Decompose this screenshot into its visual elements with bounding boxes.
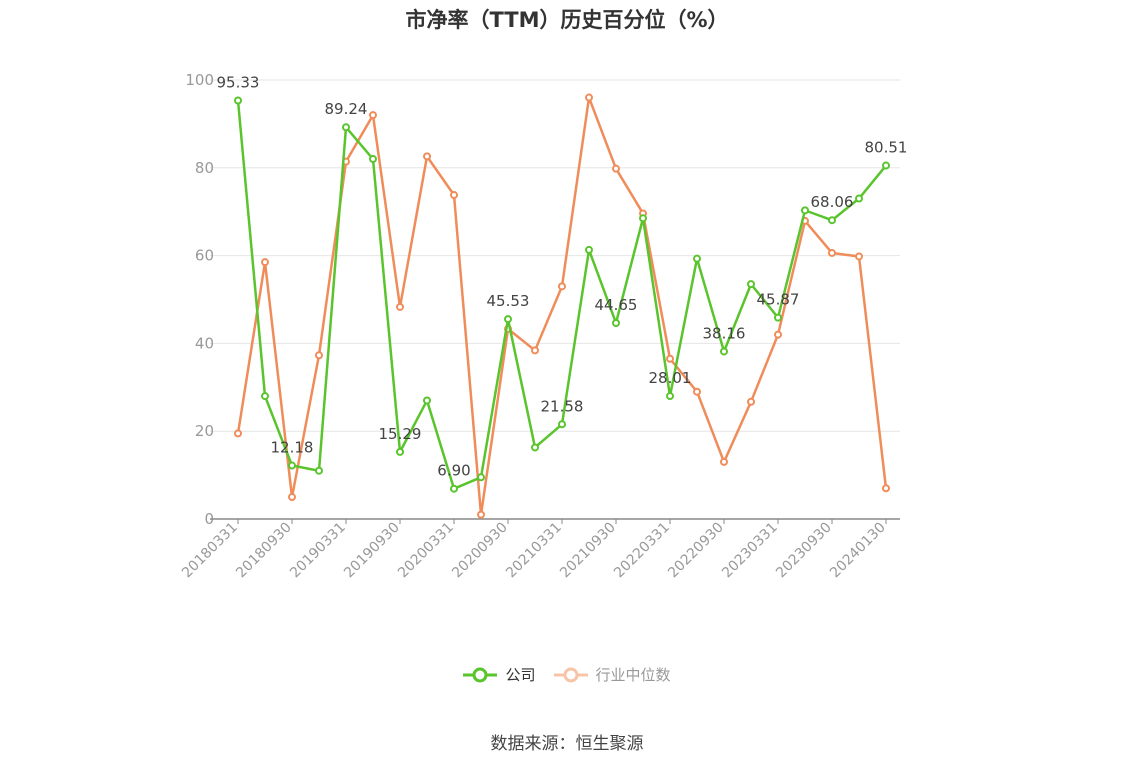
legend: 公司 行业中位数 (0, 664, 1134, 685)
legend-label-company: 公司 (505, 666, 536, 684)
x-tick-label: 20230930 (773, 520, 835, 582)
x-tick-label: 20230331 (719, 520, 781, 582)
legend-label-industry: 行业中位数 (595, 666, 671, 684)
x-tick-label: 20200930 (449, 520, 511, 582)
company-point (882, 161, 890, 170)
data-label: 68.06 (811, 193, 854, 211)
company-point (585, 245, 593, 254)
x-tick-label: 20180331 (179, 520, 241, 582)
company-point (828, 216, 836, 225)
company-point (504, 315, 512, 324)
industry-point (612, 164, 620, 173)
data-label: 12.18 (271, 439, 314, 457)
industry-point (531, 346, 539, 355)
company-point (234, 96, 242, 105)
company-point (450, 484, 458, 493)
y-tick-label: 0 (204, 510, 214, 528)
industry-point (693, 387, 701, 396)
data-label: 38.16 (703, 324, 746, 342)
industry-series (234, 93, 890, 519)
company-point (693, 254, 701, 263)
industry-point (774, 330, 782, 339)
axes: 0 20 40 60 80 100 2018033120180930201903312019… (179, 71, 900, 581)
industry-point (720, 457, 728, 466)
company-point (774, 313, 782, 322)
company-point (288, 461, 296, 470)
industry-point (747, 397, 755, 406)
company-point (423, 396, 431, 405)
x-tick-label: 20190331 (287, 520, 349, 582)
legend-item-company[interactable]: 公司 (463, 664, 536, 685)
grid-lines (210, 79, 900, 432)
y-tick-label: 20 (195, 422, 214, 440)
chart-title: 市净率（TTM）历史百分位（%） (405, 8, 729, 32)
company-point (261, 392, 269, 401)
data-label: 28.01 (649, 369, 692, 387)
x-tick-label: 20220331 (611, 520, 673, 582)
company-point (801, 206, 809, 215)
company-point (396, 447, 404, 456)
industry-point (882, 484, 890, 493)
industry-point (855, 252, 863, 261)
data-label: 6.90 (437, 462, 470, 480)
y-tick-label: 80 (195, 159, 214, 177)
company-point (477, 473, 485, 482)
company-point (342, 123, 350, 132)
data-label: 44.65 (595, 296, 638, 314)
x-tick-label: 20210930 (557, 520, 619, 582)
industry-point (450, 191, 458, 200)
company-point (639, 214, 647, 223)
industry-point (666, 354, 674, 363)
y-tick-label: 40 (195, 334, 214, 352)
company-point (531, 443, 539, 452)
line-chart: 0 20 40 60 80 100 2018033120180930201903312019… (179, 71, 908, 581)
company-legend-icon (463, 667, 498, 682)
company-series (234, 96, 890, 493)
source-note: 数据来源：恒生聚源 (490, 734, 644, 754)
industry-point (396, 302, 404, 311)
data-label: 21.58 (541, 397, 584, 415)
company-point (666, 392, 674, 401)
data-label: 45.53 (487, 292, 530, 310)
x-tick-label: 20190930 (341, 520, 403, 582)
y-tick-label: 60 (195, 247, 214, 265)
company-point (612, 318, 620, 327)
x-tick-label: 20220930 (665, 520, 727, 582)
industry-point (315, 351, 323, 360)
data-label: 15.29 (379, 425, 422, 443)
industry-point (288, 493, 296, 502)
x-tick-label: 20180930 (233, 520, 295, 582)
x-tick-label: 20210331 (503, 520, 565, 582)
legend-item-industry[interactable]: 行业中位数 (553, 664, 671, 685)
x-tick-label: 20200331 (395, 520, 457, 582)
industry-point (558, 282, 566, 291)
y-tick-label: 100 (185, 71, 214, 89)
company-point (855, 194, 863, 203)
industry-point (261, 258, 269, 267)
company-point (720, 347, 728, 356)
data-label: 45.87 (757, 291, 800, 309)
industry-point (369, 111, 377, 120)
data-label: 95.33 (217, 74, 260, 92)
company-point (369, 155, 377, 164)
data-label: 80.51 (865, 139, 908, 157)
industry-point (423, 152, 431, 161)
data-labels: 95.33 12.18 89.24 15.29 6.90 45.53 21.58 44.65 2… (217, 74, 908, 480)
company-point (315, 466, 323, 475)
industry-legend-icon (553, 667, 588, 682)
company-point (558, 420, 566, 429)
industry-point (585, 93, 593, 102)
data-label: 89.24 (325, 100, 368, 118)
industry-point (828, 248, 836, 257)
industry-point (477, 510, 485, 519)
industry-point (234, 429, 242, 438)
x-tick-label: 20240130 (827, 520, 889, 582)
company-point (747, 280, 755, 289)
